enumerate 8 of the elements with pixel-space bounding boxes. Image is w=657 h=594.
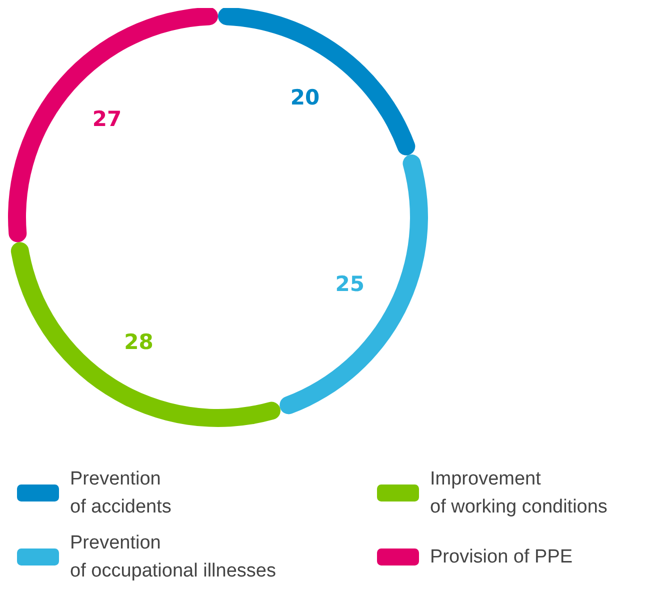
legend-label: Prevention of occupational illnesses xyxy=(70,532,276,582)
legend-label: Prevention of accidents xyxy=(70,468,172,518)
data-label: 27 xyxy=(92,107,122,132)
data-label: 25 xyxy=(335,272,364,296)
data-label: 20 xyxy=(290,85,320,110)
legend-label: Provision of PPE xyxy=(430,546,573,568)
data-label: 28 xyxy=(124,330,154,354)
legend-label: Improvement of working conditions xyxy=(430,468,608,518)
